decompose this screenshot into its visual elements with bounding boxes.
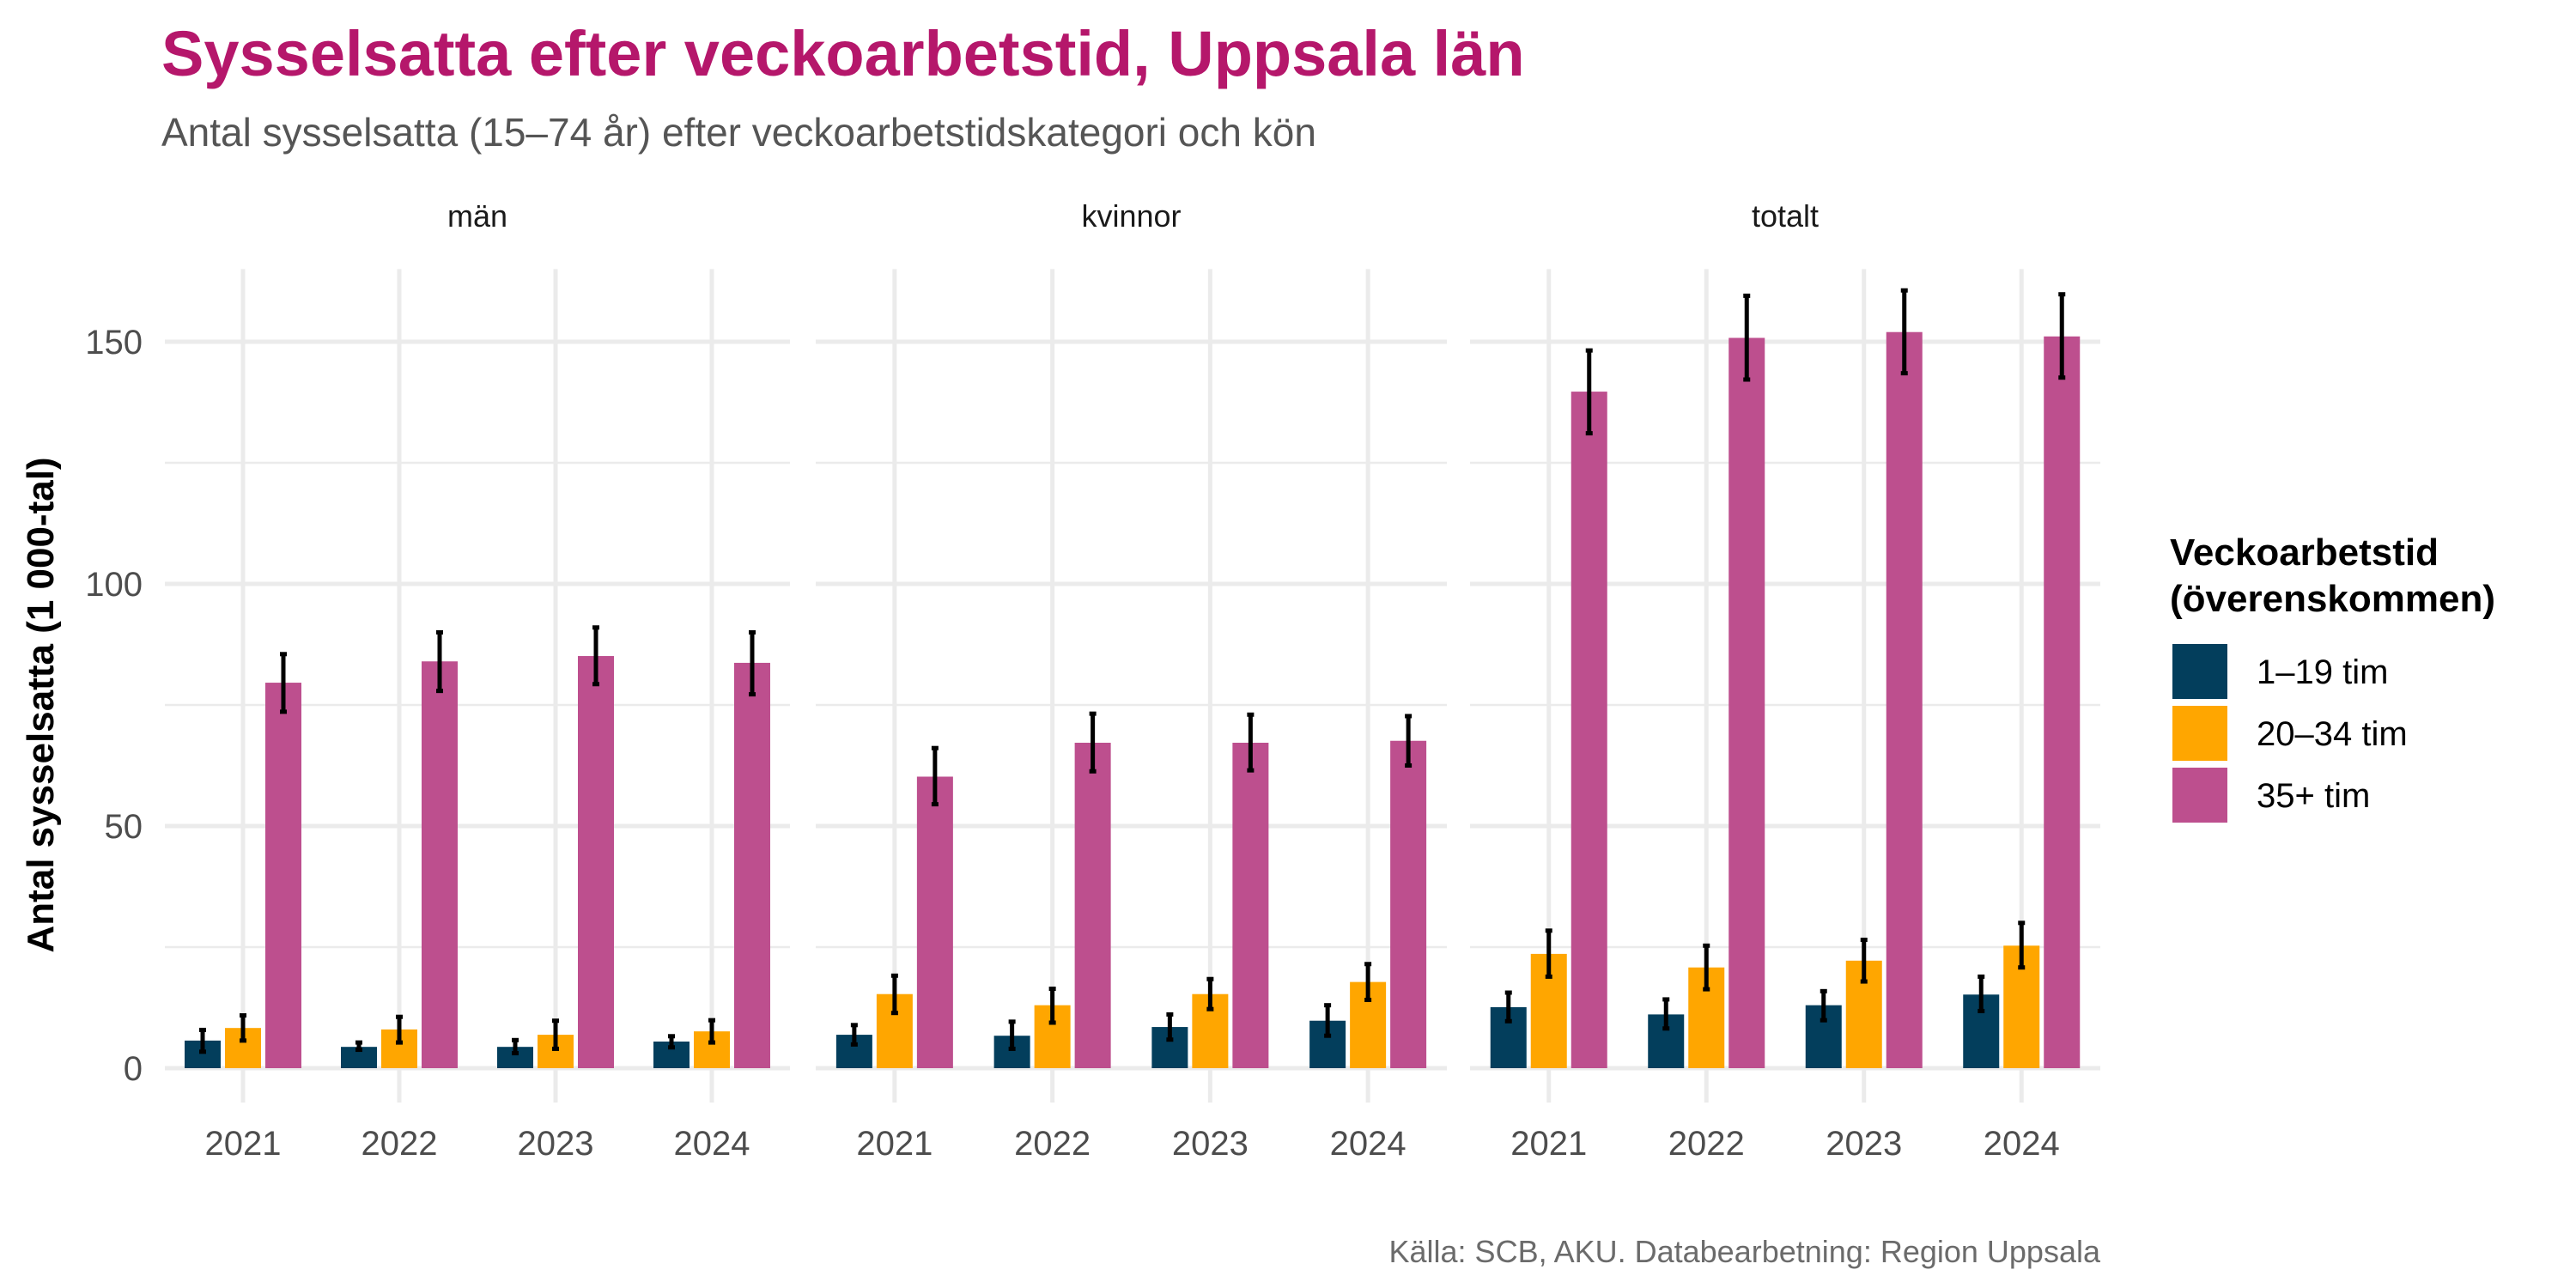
bar-män-2024-35+tim xyxy=(734,662,770,1068)
error-bar xyxy=(1900,288,1908,376)
error-bar xyxy=(668,1034,675,1050)
legend-label: 20–34 tim xyxy=(2257,715,2408,753)
facet-panel-kvinnor: kvinnor 2021 2022 2023 2024 xyxy=(816,198,1447,1163)
facet-label-män: män xyxy=(447,198,507,234)
y-tick-label: 0 xyxy=(124,1050,143,1088)
error-bar xyxy=(436,629,443,694)
x-tick-label: 2022 xyxy=(361,1125,438,1163)
error-bar xyxy=(2058,292,2066,380)
bar-totalt-2023-35+tim xyxy=(1886,331,1923,1069)
error-bar xyxy=(240,1013,246,1043)
legend-title-line-1: Veckoarbetstid xyxy=(2170,532,2439,574)
error-bar xyxy=(1703,943,1710,992)
error-bar xyxy=(850,1023,858,1047)
error-bar xyxy=(1662,997,1670,1031)
error-bar xyxy=(1008,1019,1016,1051)
legend-title-line-2: (överenskommen) xyxy=(2170,578,2495,620)
y-tick-label: 150 xyxy=(85,324,143,361)
x-tick-label: 2021 xyxy=(856,1125,933,1163)
legend-swatch xyxy=(2172,706,2227,761)
facet-label-kvinnor: kvinnor xyxy=(1081,198,1181,234)
bar-totalt-2021-35+tim xyxy=(1571,392,1607,1068)
error-bar xyxy=(1166,1012,1174,1042)
x-tick-label: 2023 xyxy=(518,1125,594,1163)
facet-panels: män 2021 2022 2023 2024 kvinnor 2021 2022 2023 20… xyxy=(85,198,2100,1163)
error-bar xyxy=(1860,938,1868,984)
legend-label: 1–19 tim xyxy=(2257,653,2388,691)
error-bar xyxy=(1089,711,1097,774)
legend: Veckoarbetstid (överenskommen) 1–19 tim 2… xyxy=(2170,532,2495,823)
bar-män-2023-35+tim xyxy=(578,656,614,1068)
y-tick-label: 100 xyxy=(85,566,143,604)
error-bar xyxy=(749,629,756,697)
error-bar xyxy=(396,1014,403,1045)
chart-subtitle: Antal sysselsatta (15–74 år) efter vecko… xyxy=(161,110,1316,155)
error-bar xyxy=(1247,712,1255,773)
error-bar xyxy=(890,973,898,1016)
legend-swatch xyxy=(2172,768,2227,823)
error-bar xyxy=(1324,1003,1332,1038)
error-bar xyxy=(1405,714,1413,768)
x-tick-label: 2021 xyxy=(205,1125,282,1163)
x-tick-label: 2024 xyxy=(1330,1125,1406,1163)
error-bar xyxy=(199,1027,206,1054)
caption: Källa: SCB, AKU. Databearbetning: Region… xyxy=(1389,1234,2101,1269)
bar-kvinnor-2023-35+tim xyxy=(1232,742,1269,1068)
error-bar xyxy=(592,625,599,687)
legend-item: 20–34 tim xyxy=(2172,706,2408,761)
legend-label: 35+ tim xyxy=(2257,777,2370,815)
y-axis-label: Antal sysselsatta (1 000-tal) xyxy=(20,457,62,952)
error-bar xyxy=(931,745,939,807)
bar-män-2021-35+tim xyxy=(265,683,301,1068)
error-bar xyxy=(1585,348,1593,436)
y-tick-label: 50 xyxy=(105,808,143,846)
legend-item: 35+ tim xyxy=(2172,768,2370,823)
x-tick-label: 2021 xyxy=(1510,1125,1587,1163)
error-bar xyxy=(1978,974,1985,1013)
legend-item: 1–19 tim xyxy=(2172,644,2388,699)
error-bar xyxy=(708,1018,715,1045)
x-tick-label: 2024 xyxy=(674,1125,750,1163)
error-bar xyxy=(512,1037,519,1056)
error-bar xyxy=(1364,962,1372,1002)
error-bar xyxy=(1206,976,1214,1012)
x-tick-label: 2023 xyxy=(1172,1125,1249,1163)
legend-swatch xyxy=(2172,644,2227,699)
error-bar xyxy=(1820,988,1827,1023)
x-tick-label: 2023 xyxy=(1826,1125,1902,1163)
bar-kvinnor-2024-35+tim xyxy=(1390,740,1427,1068)
chart-title: Sysselsatta efter veckoarbetstid, Uppsal… xyxy=(161,18,1525,89)
error-bar xyxy=(2018,920,2026,970)
error-bar xyxy=(355,1040,362,1053)
error-bar xyxy=(1545,928,1552,979)
error-bar xyxy=(280,652,287,714)
bar-totalt-2022-35+tim xyxy=(1728,337,1765,1068)
error-bar xyxy=(1743,293,1751,382)
bar-män-2022-35+tim xyxy=(422,661,458,1068)
facet-panel-män: män 2021 2022 2023 2024 xyxy=(165,198,790,1163)
facet-panel-totalt: totalt 2021 2022 2023 2024 xyxy=(1470,198,2100,1163)
bar-totalt-2024-35+tim xyxy=(2044,336,2081,1068)
x-tick-label: 2022 xyxy=(1668,1125,1745,1163)
error-bar xyxy=(1504,990,1512,1024)
x-tick-label: 2022 xyxy=(1014,1125,1091,1163)
facet-label-totalt: totalt xyxy=(1752,198,1819,234)
x-tick-label: 2024 xyxy=(1984,1125,2060,1163)
bar-kvinnor-2022-35+tim xyxy=(1074,742,1111,1068)
bar-kvinnor-2021-35+tim xyxy=(916,776,953,1068)
error-bar xyxy=(552,1018,559,1051)
error-bar xyxy=(1048,987,1056,1025)
